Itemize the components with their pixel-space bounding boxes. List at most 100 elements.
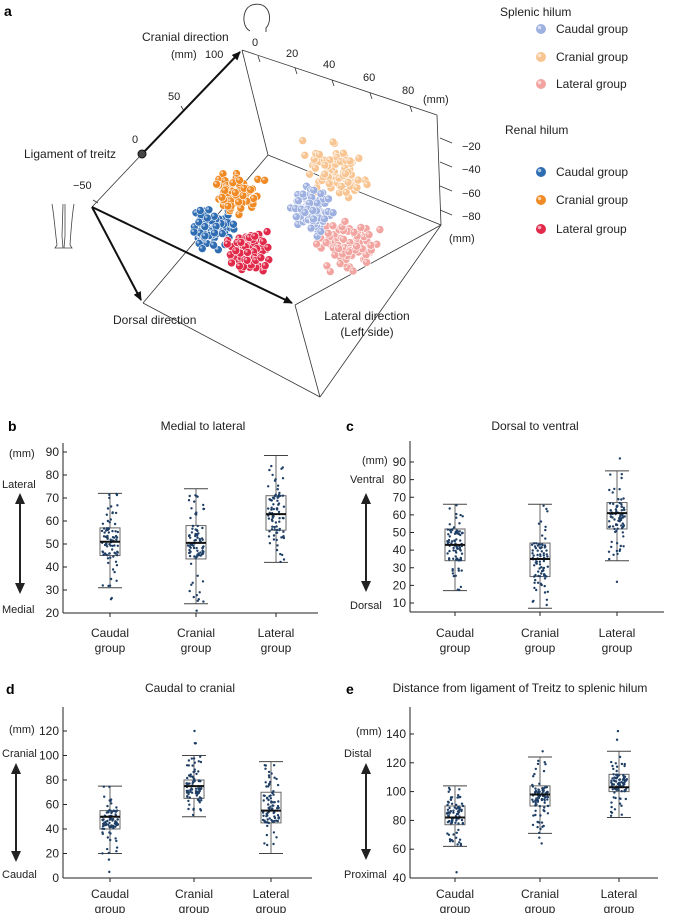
data-point [534,809,537,812]
data-point [194,787,198,790]
scatter-point-splenic-0 [306,223,316,233]
data-point [620,813,623,816]
data-point [543,577,547,580]
data-point [116,551,119,554]
data-point [459,842,463,846]
data-point [103,531,106,534]
data-point [194,557,197,560]
data-point [106,804,109,808]
data-point [611,516,614,519]
scatter-point-splenic-2 [362,258,371,267]
data-point [197,760,200,763]
data-point [619,544,622,548]
scatter-point-highlight [236,212,240,215]
data-point [108,496,111,500]
scatter-point-highlight [363,252,367,255]
data-point [546,795,550,799]
data-point [537,788,540,791]
scatter-point-splenic-1 [362,180,372,189]
x-tick-label: Caudal [436,626,474,640]
x-tick-label-line2: group [440,641,471,655]
data-point [272,507,275,511]
data-point [111,810,114,813]
data-point [264,821,268,824]
scatter-point-highlight [202,224,205,227]
data-point [267,785,270,788]
scatter-point-highlight [342,171,346,174]
data-point [105,527,109,530]
scatter-point-splenic-2 [321,238,331,247]
scatter-point-highlight [313,150,317,154]
data-point [104,529,108,532]
scatter-point-highlight [233,175,237,179]
scatter-point-splenic-1 [298,136,308,145]
data-point [187,799,190,803]
data-point [456,843,459,846]
data-point [458,522,461,525]
data-point [200,537,204,540]
data-point [199,809,203,812]
scatter-point-highlight [255,176,258,180]
x-tick-label-line2: group [181,641,212,655]
data-point [448,806,451,810]
data-point [278,491,281,495]
legend-label: Lateral group [556,77,627,91]
scatter-point-highlight [232,190,236,193]
box-edge [241,49,269,156]
scatter-point-highlight [316,152,320,155]
data-point [461,804,465,808]
data-point [535,542,538,545]
scatter-point-highlight [327,157,330,160]
data-point [194,528,197,531]
data-point [533,586,536,590]
scatter-point-splenic-1 [352,183,362,192]
data-point [113,522,117,526]
data-point [278,520,281,523]
data-point [113,544,116,547]
data-point [195,594,198,597]
data-point [458,838,462,841]
data-point [534,767,537,771]
data-point [619,797,622,800]
chart-title: Dorsal to ventral [491,419,578,433]
y-tick-label: 80 [46,773,60,787]
scatter-point-highlight [224,241,228,245]
data-point [186,776,189,780]
unit-label: (mm) [356,726,382,738]
data-point [109,556,112,559]
scatter-point-highlight [204,240,207,244]
data-point [276,496,279,499]
scatter-point-highlight [366,232,370,235]
data-point [111,529,114,533]
scatter-point-highlight [305,217,309,220]
scatter-point-highlight [368,242,372,246]
scatter-point-highlight [220,171,224,174]
y-tick-label: 40 [46,822,60,836]
dorsal-direction-arrow [91,206,142,301]
data-point [266,818,269,821]
scatter-point-renal-1 [217,193,227,202]
data-point [276,819,279,823]
data-point [459,558,463,562]
data-point [271,820,274,823]
data-point [537,570,540,573]
data-point [448,535,451,538]
y-tick-label: 60 [393,842,407,856]
data-point [271,473,274,477]
data-point [277,510,281,514]
data-point [111,544,114,548]
data-point [275,525,278,528]
data-point [454,558,458,561]
scatter-point-highlight [338,183,342,187]
data-point [270,506,273,509]
scatter-point-splenic-0 [324,194,333,204]
data-point [261,811,265,814]
data-point [546,804,550,808]
data-point [541,787,545,790]
data-point [191,527,194,530]
data-point [196,536,199,539]
data-point [533,564,536,567]
lateral-tick-label: 0 [252,37,258,49]
